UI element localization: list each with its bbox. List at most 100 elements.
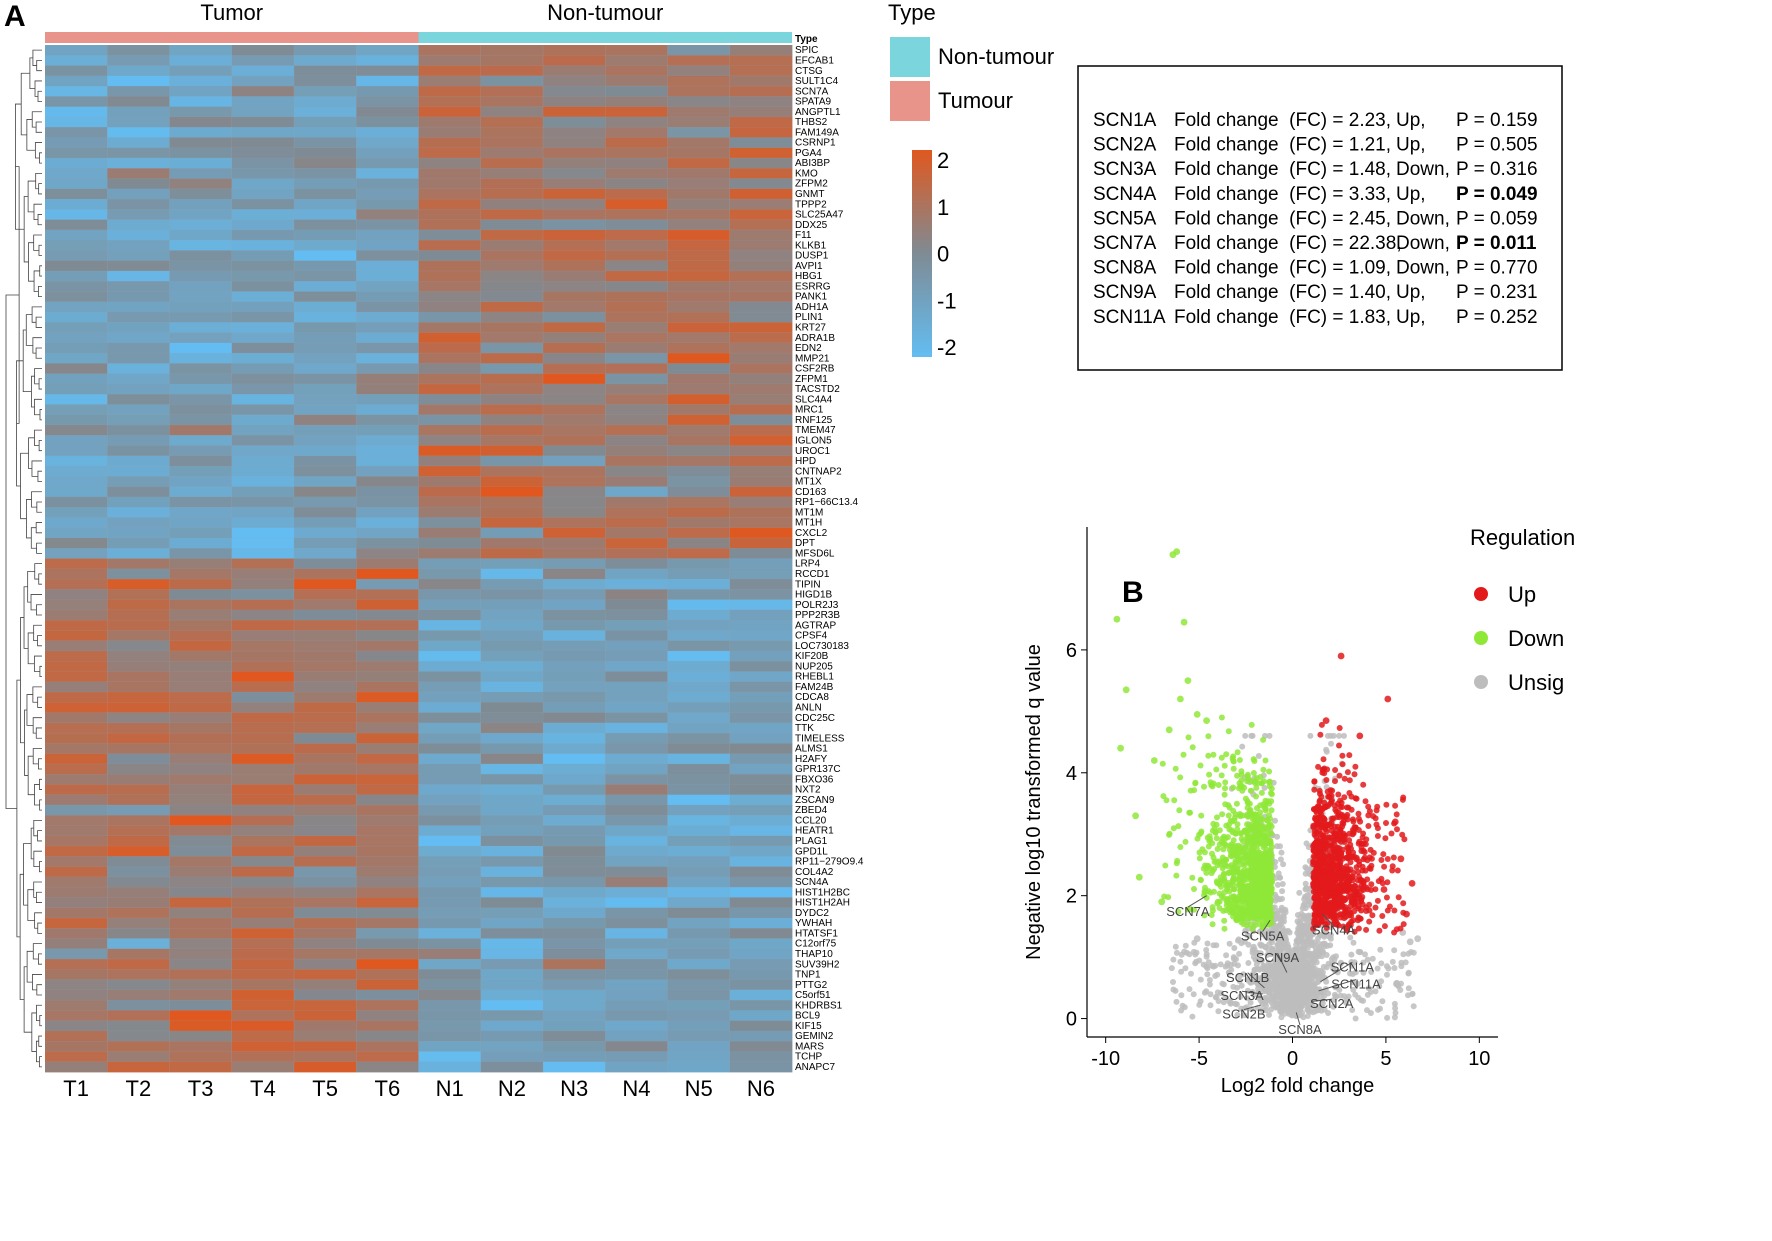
volcano-point: [1327, 912, 1334, 918]
volcano-point: [1338, 799, 1345, 806]
volcano-point: [1328, 797, 1335, 804]
volcano-point: [1324, 942, 1331, 949]
heatmap-cell: [45, 733, 108, 744]
heatmap-cell: [107, 866, 170, 878]
heatmap-cell: [231, 250, 295, 262]
heatmap-cell: [45, 609, 108, 621]
color-scale-tick: 0: [937, 242, 949, 267]
heatmap-cell: [231, 989, 295, 1001]
heatmap-cell: [605, 609, 668, 621]
dendrogram-branch: [35, 522, 42, 534]
volcano-point: [1242, 732, 1249, 739]
heatmap-cell: [418, 1061, 482, 1073]
gene-label: AVPI1: [795, 261, 823, 272]
volcano-point: [1267, 847, 1274, 854]
dendrogram-branch: [39, 1056, 42, 1068]
volcano-point: [1252, 956, 1259, 963]
heatmap-cell: [667, 794, 731, 806]
heatmap-cell: [356, 887, 419, 898]
heatmap-cell: [356, 640, 419, 652]
gene-label: YWHAH: [795, 918, 832, 929]
heatmap-cell: [294, 825, 357, 837]
volcano-point: [1327, 873, 1334, 880]
heatmap-cell: [169, 137, 233, 149]
heatmap-cell: [356, 579, 419, 590]
volcano-point: [1383, 801, 1390, 808]
volcano-point: [1258, 957, 1265, 964]
heatmap-cell: [107, 281, 170, 292]
volcano-point: [1372, 988, 1379, 995]
heatmap-cell: [45, 496, 108, 508]
heatmap-cell: [480, 650, 544, 662]
heatmap-cell: [480, 979, 544, 991]
heatmap-cell: [729, 312, 793, 323]
volcano-point: [1363, 926, 1370, 933]
heatmap-cell: [231, 322, 295, 333]
heatmap-cell: [45, 342, 108, 354]
volcano-point: [1304, 992, 1311, 999]
volcano-point: [1267, 905, 1274, 912]
gene-label: LRP4: [795, 559, 820, 570]
dendrogram-branch: [38, 378, 42, 390]
volcano-point: [1222, 994, 1229, 1001]
volcano-point: [1346, 837, 1353, 844]
gene-label: MFSD6L: [795, 548, 835, 559]
heatmap-cell: [45, 712, 108, 724]
heatmap-cell: [729, 692, 793, 703]
heatmap-cell: [294, 537, 357, 549]
heatmap-cell: [107, 137, 170, 149]
heatmap-cell: [356, 86, 419, 97]
heatmap-cell: [729, 784, 793, 796]
heatmap-cell: [480, 383, 544, 395]
heatmap-cell: [729, 969, 793, 980]
fc-direction: Up,: [1396, 282, 1426, 303]
fc-pvalue: P = 0.159: [1456, 110, 1538, 131]
heatmap-cell: [729, 353, 793, 364]
heatmap-cell: [480, 784, 544, 796]
volcano-point: [1316, 843, 1323, 850]
volcano-point: [1274, 942, 1281, 948]
gene-label: PGA4: [795, 148, 822, 159]
volcano-point: [1272, 817, 1278, 824]
dendrogram-branch: [32, 717, 42, 734]
heatmap-cell: [543, 969, 606, 980]
heatmap-cell: [45, 96, 108, 108]
volcano-point: [1391, 907, 1398, 914]
heatmap-cell: [667, 579, 731, 590]
volcano-point: [1346, 912, 1353, 919]
heatmap-cell: [543, 301, 606, 313]
heatmap-cell: [169, 548, 233, 559]
gene-label: TIPIN: [795, 579, 821, 590]
heatmap-cell: [605, 404, 668, 416]
heatmap-cell: [45, 1020, 108, 1032]
heatmap-cell: [543, 127, 606, 138]
volcano-point: [1339, 752, 1346, 759]
heatmap-cell: [356, 281, 419, 292]
volcano-point: [1378, 875, 1385, 882]
heatmap-cell: [418, 650, 482, 662]
volcano-point: [1234, 821, 1241, 828]
heatmap-cell: [418, 496, 482, 508]
heatmap-cell: [45, 507, 108, 518]
heatmap-cell: [107, 188, 170, 200]
heatmap-cell: [543, 620, 606, 631]
heatmap-cell: [418, 476, 482, 488]
dendrogram-branch: [37, 635, 42, 647]
heatmap-cell: [294, 353, 357, 364]
heatmap-cell: [294, 137, 357, 149]
heatmap-cell: [107, 537, 170, 549]
gene-label: KHDRBS1: [795, 1000, 843, 1011]
heatmap-cell: [418, 342, 482, 354]
volcano-point: [1372, 904, 1379, 911]
heatmap-cell: [543, 589, 606, 600]
heatmap-cell: [605, 979, 668, 991]
heatmap-cell: [107, 466, 170, 477]
volcano-point: [1163, 797, 1170, 804]
volcano-point: [1223, 952, 1230, 959]
volcano-point: [1201, 783, 1207, 790]
volcano-point: [1170, 956, 1177, 963]
volcano-point: [1330, 847, 1337, 854]
volcano-point: [1186, 986, 1193, 993]
heatmap-cell: [107, 496, 170, 508]
fc-value: Fold change (FC) = 2.23,: [1174, 110, 1391, 131]
